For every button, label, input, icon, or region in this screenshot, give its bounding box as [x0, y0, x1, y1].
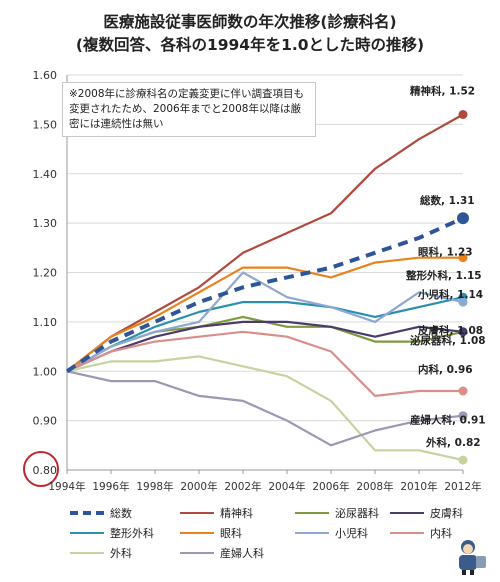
x-tick-label: 1994年	[48, 480, 85, 493]
series-end-marker	[458, 327, 468, 337]
series-end-label: 小児科, 1.14	[417, 288, 483, 301]
chart-subtitle: (複数回答、各科の1994年を1.0とした時の推移)	[75, 36, 425, 54]
y-tick-label: 1.40	[33, 168, 58, 181]
series-end-label: 内科, 0.96	[418, 363, 473, 376]
chart-note: ※2008年に診療科名の定義変更に伴い調査項目も変更されたため、2006年までと…	[62, 82, 316, 137]
legend-label: 眼科	[220, 527, 242, 540]
x-tick-label: 2000年	[180, 480, 217, 493]
y-tick-label: 1.20	[33, 267, 58, 280]
series-end-marker	[458, 110, 468, 119]
legend-item: 内科	[390, 524, 452, 542]
legend-label: 産婦人科	[220, 547, 264, 560]
series-end-label: 産婦人科, 0.91	[410, 414, 486, 427]
legend-swatch	[70, 532, 104, 534]
series-line	[66, 355, 464, 462]
legend-label: 小児科	[335, 527, 368, 540]
series-line	[66, 370, 464, 447]
legend-item: 小児科	[295, 524, 368, 542]
legend-swatch	[390, 512, 424, 514]
x-tick-label: 2010年	[400, 480, 437, 493]
series-line	[66, 113, 464, 373]
y-tick-label: 1.30	[33, 217, 58, 230]
legend-swatch	[180, 552, 214, 554]
series-line	[66, 296, 464, 373]
mascot-illustration	[459, 540, 486, 575]
series-line	[65, 216, 464, 373]
series-line	[66, 271, 464, 373]
legend-label: 精神科	[220, 507, 253, 520]
legend-label: 泌尿器科	[335, 507, 379, 520]
legend-item: 産婦人科	[180, 544, 264, 562]
series-line	[66, 320, 464, 373]
series-end-marker	[458, 253, 468, 263]
legend-swatch	[70, 552, 104, 554]
y-tick-label: 1.00	[33, 365, 58, 378]
legend-item: 精神科	[180, 504, 253, 522]
y-tick-label: 1.10	[33, 316, 58, 329]
legend-item: 総数	[70, 504, 132, 522]
series-end-marker	[457, 212, 469, 225]
x-tick-label: 1998年	[136, 480, 173, 493]
legend-label: 外科	[110, 547, 132, 560]
series-line	[66, 315, 464, 373]
x-tick-label: 2004年	[268, 480, 305, 493]
legend-item: 泌尿器科	[295, 504, 379, 522]
y-tick-label: 1.60	[33, 69, 58, 82]
series-end-marker	[458, 386, 468, 396]
legend-swatch	[295, 532, 329, 534]
x-tick-label: 2008年	[356, 480, 393, 493]
legend-label: 皮膚科	[430, 507, 463, 520]
series-end-label: 外科, 0.82	[425, 436, 481, 449]
legend-label: 整形外科	[110, 527, 154, 540]
series-line	[66, 256, 463, 373]
legend-item: 整形外科	[70, 524, 154, 542]
y-tick-label: 0.80	[33, 464, 58, 477]
series-end-label: 皮膚科, 1.08	[417, 324, 483, 337]
series-end-marker	[458, 455, 468, 465]
legend-label: 総数	[110, 507, 132, 520]
series-end-label: 眼科, 1.23	[418, 246, 473, 259]
chart-title: 医療施設従事医師数の年次推移(診療科名)	[103, 13, 397, 31]
series-end-label: 整形外科, 1.15	[405, 269, 482, 282]
y-tick-label: 1.50	[33, 118, 58, 131]
highlight-circle	[23, 451, 59, 487]
legend-swatch	[180, 532, 214, 534]
x-tick-label: 2006年	[312, 480, 349, 493]
legend-item: 外科	[70, 544, 132, 562]
series-end-label: 総数, 1.31	[420, 194, 475, 207]
legend-label: 内科	[430, 527, 452, 540]
series-line	[66, 330, 463, 397]
legend-swatch	[180, 512, 214, 514]
legend-swatch	[70, 511, 104, 515]
x-tick-label: 1996年	[92, 480, 129, 493]
x-tick-label: 2012年	[444, 480, 481, 493]
legend-item: 眼科	[180, 524, 242, 542]
series-end-label: 泌尿器科, 1.08	[410, 334, 486, 347]
x-tick-label: 2002年	[224, 480, 261, 493]
y-tick-label: 0.90	[33, 415, 58, 428]
legend-swatch	[390, 532, 424, 534]
legend-item: 皮膚科	[390, 504, 463, 522]
series-end-marker	[458, 297, 468, 307]
series-end-label: 精神科, 1.52	[410, 85, 475, 98]
series-end-marker	[458, 411, 468, 421]
legend-swatch	[295, 512, 329, 514]
